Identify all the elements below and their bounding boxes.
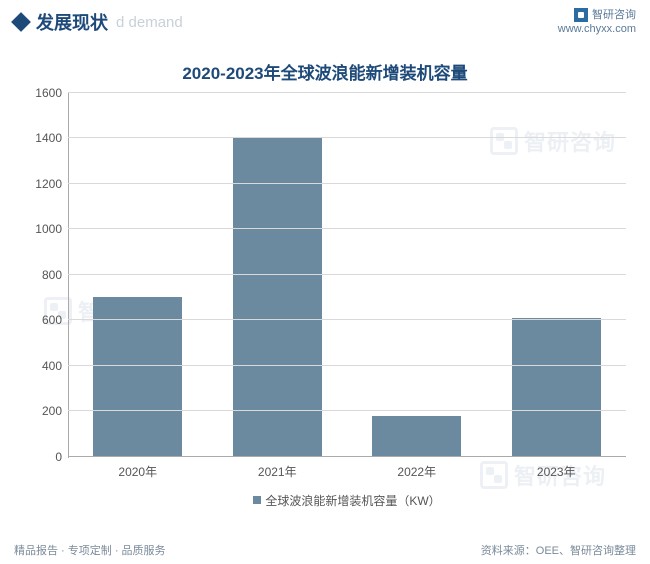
header-left: 发展现状 d demand [14, 9, 183, 35]
gridline [68, 365, 626, 366]
y-tick-label: 1000 [35, 222, 62, 236]
x-tick-label: 2021年 [208, 457, 348, 483]
brand-name: 智研咨询 [592, 8, 636, 22]
footer: 精品报告 · 专项定制 · 品质服务 资料来源：OEE、智研咨询整理 [14, 542, 636, 558]
brand-row: 智研咨询 [558, 8, 636, 22]
bar-slot [68, 93, 208, 457]
x-tick-label: 2020年 [68, 457, 208, 483]
legend: 全球波浪能新增装机容量（KW） [68, 492, 626, 509]
x-tick-label: 2023年 [487, 457, 627, 483]
y-tick-label: 400 [42, 359, 62, 373]
y-tick-label: 200 [42, 404, 62, 418]
footer-right: 资料来源：OEE、智研咨询整理 [481, 542, 636, 558]
bar [372, 416, 461, 457]
plot-area [68, 93, 626, 457]
gridline [68, 274, 626, 275]
gridline [68, 319, 626, 320]
x-axis: 2020年2021年2022年2023年 [68, 457, 626, 483]
gridline [68, 92, 626, 93]
bar [93, 297, 182, 456]
bar [512, 318, 601, 457]
bar-slot [487, 93, 627, 457]
y-tick-label: 1600 [35, 86, 62, 100]
bar-slot [208, 93, 348, 457]
gridline [68, 183, 626, 184]
diamond-icon [11, 12, 31, 32]
y-tick-label: 600 [42, 313, 62, 327]
y-tick-label: 0 [55, 450, 62, 464]
chart-title: 2020-2023年全球波浪能新增装机容量 [14, 45, 636, 94]
header-right: 智研咨询 www.chyxx.com [558, 8, 636, 37]
chart-container: 智研咨询 智研咨询 智研咨询 2020-2023年全球波浪能新增装机容量 020… [14, 45, 636, 521]
x-tick-label: 2022年 [347, 457, 487, 483]
bar-slot [347, 93, 487, 457]
page-section-subtitle: d demand [116, 14, 183, 31]
page-section-title: 发展现状 [36, 9, 108, 35]
gridline [68, 228, 626, 229]
y-tick-label: 800 [42, 268, 62, 282]
brand-url: www.chyxx.com [558, 22, 636, 36]
legend-label: 全球波浪能新增装机容量（KW） [265, 492, 440, 509]
y-tick-label: 1200 [35, 177, 62, 191]
legend-swatch-icon [253, 496, 261, 504]
bar [233, 138, 322, 457]
header-bar: 发展现状 d demand 智研咨询 www.chyxx.com [0, 0, 650, 41]
gridline [68, 137, 626, 138]
gridline [68, 410, 626, 411]
bars-group [68, 93, 626, 457]
y-tick-label: 1400 [35, 131, 62, 145]
y-axis: 02004006008001000120014001600 [14, 93, 68, 457]
brand-logo-icon [574, 8, 588, 22]
footer-left: 精品报告 · 专项定制 · 品质服务 [14, 542, 166, 558]
